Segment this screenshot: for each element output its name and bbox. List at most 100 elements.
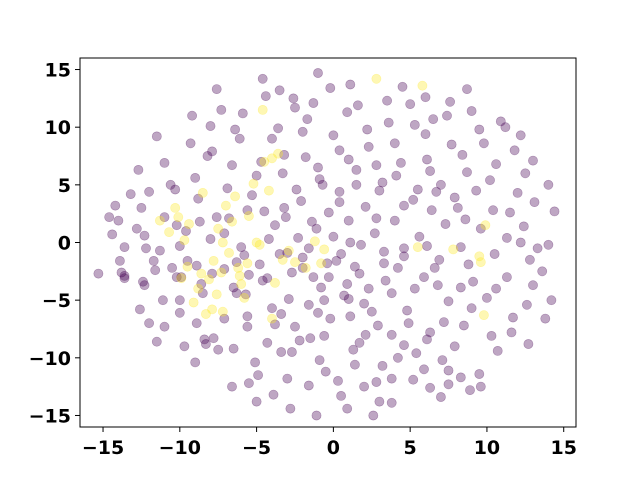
scatter-point-class-0-179	[391, 170, 402, 181]
scatter-point-class-1-25	[236, 279, 247, 289]
scatter-point-class-0-96	[359, 381, 369, 392]
scatter-point-class-0-261	[205, 121, 216, 131]
scatter-point-class-0-40	[213, 344, 224, 355]
scatter-point-class-1-19	[217, 237, 228, 248]
scatter-point-class-0-212	[219, 228, 230, 239]
scatter-point-class-0-6	[116, 267, 127, 278]
scatter-point-class-0-250	[303, 380, 314, 391]
scatter-point-class-0-42	[219, 264, 230, 274]
scatter-point-class-1-13	[204, 274, 214, 285]
scatter-point-class-1-21	[224, 247, 234, 258]
scatter-point-class-0-82	[317, 179, 328, 190]
scatter-point-class-0-168	[282, 247, 293, 258]
scatter-point-class-0-121	[434, 254, 445, 265]
scatter-point-class-0-125	[446, 139, 457, 150]
scatter-point-class-0-164	[377, 360, 388, 371]
scatter-point-class-1-9	[193, 283, 204, 294]
scatter-point-class-0-20	[170, 184, 181, 195]
scatter-point-class-0-114	[411, 348, 422, 359]
scatter-point-class-0-52	[242, 321, 253, 332]
scatter-point-class-0-229	[491, 283, 501, 294]
scatter-point-class-0-291	[306, 216, 317, 227]
scatter-point-class-0-281	[342, 403, 353, 414]
scatter-point-class-1-30	[251, 237, 262, 248]
scatter-point-class-1-0	[154, 215, 165, 226]
scatter-point-class-0-279	[251, 396, 262, 407]
scatter-point-class-0-185	[363, 283, 374, 294]
scatter-point-class-0-85	[325, 313, 336, 324]
scatter-point-class-0-246	[208, 333, 219, 344]
scatter-point-class-0-199	[345, 311, 356, 322]
scatter-point-class-0-10	[144, 186, 154, 197]
scatter-point-class-0-273	[125, 189, 136, 199]
scatter-point-class-0-177	[351, 179, 362, 190]
scatter-point-class-0-196	[242, 311, 253, 322]
scatter-point-class-0-122	[437, 355, 448, 365]
scatter-point-class-0-275	[115, 255, 125, 266]
scatter-point-class-0-151	[537, 266, 548, 277]
scatter-point-class-0-61	[263, 234, 274, 244]
scatter-point-class-0-236	[207, 146, 217, 157]
scatter-point-class-0-15	[154, 245, 165, 256]
scatter-point-class-0-49	[236, 242, 247, 252]
scatter-point-class-0-27	[182, 255, 193, 266]
x-tick-label: −15	[82, 437, 124, 459]
scatter-point-class-1-46	[417, 80, 428, 91]
scatter-point-class-0-143	[505, 207, 515, 218]
scatter-point-class-1-1	[164, 227, 174, 237]
scatter-point-class-0-265	[325, 83, 336, 93]
scatter-point-class-1-31	[254, 239, 265, 250]
scatter-point-class-0-277	[151, 336, 162, 347]
scatter-point-class-0-197	[276, 309, 287, 319]
scatter-point-class-0-268	[420, 92, 431, 103]
scatter-point-class-0-18	[159, 157, 170, 168]
scatter-point-class-0-94	[351, 164, 362, 175]
scatter-point-class-0-231	[302, 114, 313, 124]
scatter-point-class-0-201	[403, 318, 414, 329]
scatter-point-class-0-219	[131, 223, 142, 234]
scatter-point-class-0-129	[458, 320, 469, 331]
scatter-point-class-0-41	[216, 105, 227, 115]
scatter-point-class-1-39	[283, 245, 294, 256]
scatter-point-class-0-296	[349, 261, 360, 272]
scatter-point-class-0-213	[426, 205, 437, 216]
scatter-point-class-1-11	[197, 187, 208, 198]
scatter-point-class-1-32	[257, 105, 268, 115]
scatter-point-class-0-306	[449, 192, 460, 203]
scatter-point-class-0-119	[428, 114, 439, 124]
scatter-point-class-0-99	[366, 306, 377, 317]
x-tick-label: 10	[474, 437, 500, 459]
scatter-point-class-0-0	[93, 268, 104, 279]
scatter-point-class-0-207	[328, 231, 339, 242]
scatter-point-class-0-133	[471, 185, 482, 196]
scatter-point-class-1-28	[243, 211, 254, 221]
scatter-point-class-1-15	[208, 255, 219, 266]
scatter-point-class-0-46	[228, 282, 239, 293]
scatter-point-class-0-292	[334, 197, 345, 207]
scatter-point-class-0-107	[389, 215, 400, 226]
scatter-point-class-0-134	[475, 223, 486, 234]
scatter-point-class-0-226	[392, 262, 403, 273]
scatter-point-class-0-88	[334, 186, 345, 197]
scatter-point-class-0-287	[543, 179, 554, 190]
scatter-point-class-0-105	[383, 117, 394, 128]
scatter-point-class-0-209	[343, 215, 354, 226]
y-tick-label: 10	[45, 117, 71, 139]
scatter-point-class-0-86	[328, 130, 339, 141]
scatter-point-class-0-155	[176, 272, 187, 282]
scatter-point-class-0-163	[354, 337, 365, 348]
scatter-point-class-0-161	[294, 335, 305, 346]
scatter-point-class-1-50	[475, 257, 486, 267]
scatter-point-class-0-108	[392, 352, 403, 363]
scatter-point-class-0-247	[228, 343, 239, 354]
scatter-point-class-0-45	[227, 160, 237, 171]
scatter-point-class-0-309	[319, 330, 330, 341]
scatter-point-class-0-189	[267, 133, 277, 144]
scatter-point-class-1-4	[176, 273, 187, 284]
scatter-point-class-0-150	[532, 243, 543, 254]
scatter-point-class-0-228	[463, 259, 474, 270]
scatter-point-class-0-135	[478, 138, 489, 149]
scatter-point-class-0-54	[247, 190, 257, 201]
scatter-point-class-0-87	[331, 255, 342, 266]
scatter-point-class-0-224	[319, 295, 330, 306]
